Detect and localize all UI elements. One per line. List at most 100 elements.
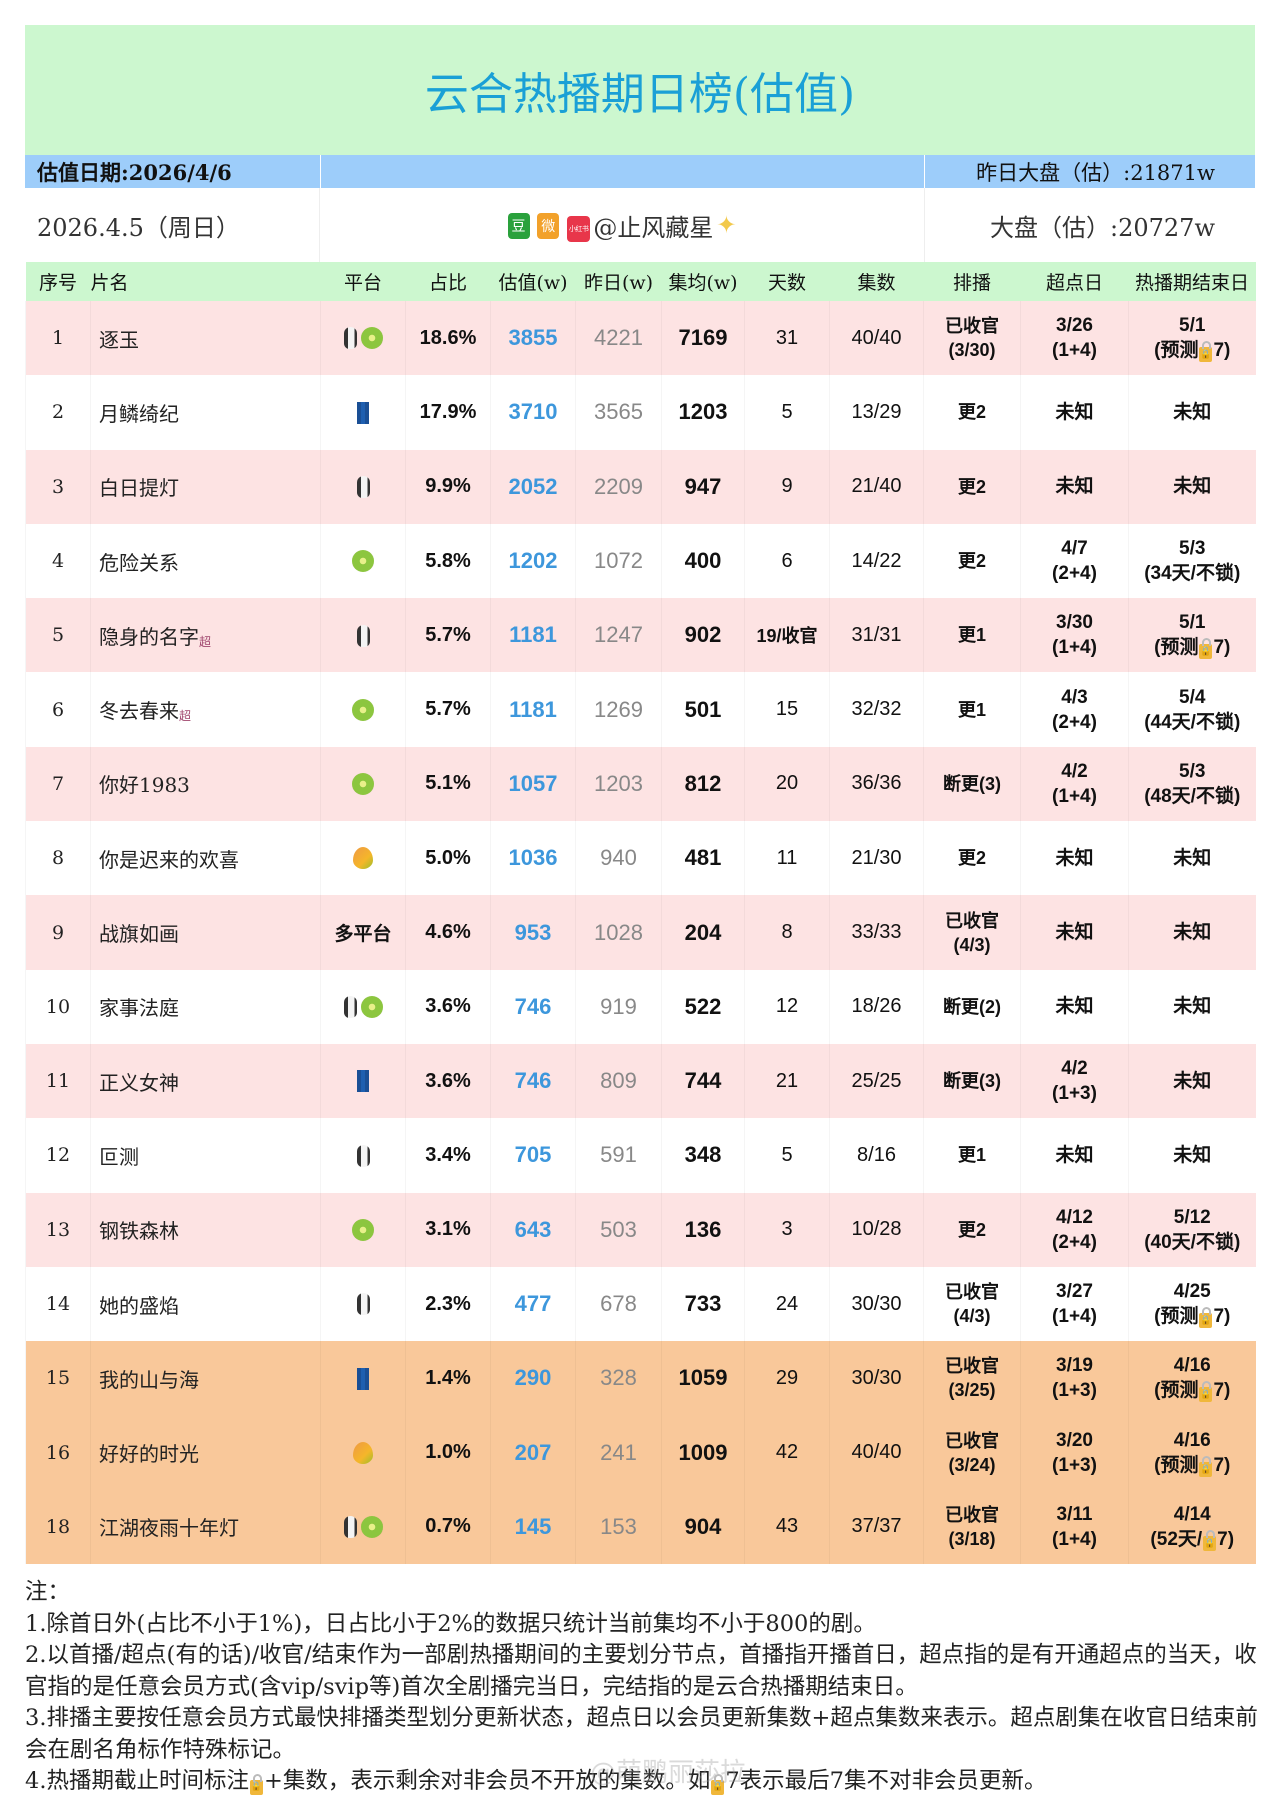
show-name: 江湖夜雨十年灯 (99, 1516, 239, 1541)
note-item: 3.排播主要按任意会员方式最快排播类型划分更新状态，超点日以会员更新集数+超点集… (25, 1705, 1258, 1763)
table-row: 15 我的山与海 1.4% 290 328 1059 29 30/30 已收官 (3/25) 3/1… (25, 1341, 1256, 1416)
end-date-cell: 未知 (1128, 375, 1256, 450)
sparkle-icon: ✦ (716, 211, 737, 239)
date-row-spacer (320, 155, 925, 188)
table-row: 4 危险关系 5.8% 1202 1072 400 6 14/22 更2 4/7 (2+4) 5/3 (… (25, 523, 1256, 599)
episodes-cell: 30/30 (829, 1341, 924, 1416)
super-day-cell: 3/20 (1+3) (1020, 1415, 1129, 1490)
rank-cell: 2 (25, 375, 91, 450)
note-item: 1.除首日外(占比不小于1%)，日占比小于2%的数据只统计当前集均不小于800的… (25, 1610, 876, 1637)
show-name: 钢铁森林 (99, 1219, 179, 1244)
avg-cell: 1203 (661, 375, 745, 450)
end-date-cell: 5/3 (34天/不锁) (1128, 523, 1256, 599)
estimate-cell: 1057 (490, 746, 576, 822)
yesterday-cell: 328 (575, 1341, 662, 1416)
mango-icon (353, 1441, 373, 1464)
end-date-line: (48天/不锁) (1144, 785, 1241, 807)
end-date-line: 5/1 (1179, 612, 1206, 634)
super-day-line: 未知 (1055, 996, 1094, 1018)
yesterday-cell: 4221 (575, 301, 662, 376)
yesterday-cell: 3565 (575, 375, 662, 450)
social-badges: 豆 微 小红书 (507, 209, 591, 242)
title-cell: 好好的时光 (90, 1415, 321, 1490)
notes-heading: 注： (25, 1579, 71, 1605)
platform-cell (320, 523, 406, 599)
title-cell: 江湖夜雨十年灯 (90, 1489, 321, 1565)
show-name: 危险关系 (99, 550, 179, 575)
episodes-cell: 13/29 (829, 375, 924, 450)
show-name: 家事法庭 (99, 996, 179, 1021)
super-day-line: 3/26 (1056, 315, 1093, 337)
share-cell: 17.9% (405, 375, 491, 450)
estimate-cell: 1202 (490, 523, 576, 599)
yesterday-cell: 1247 (575, 598, 662, 673)
lock-icon: 🔒 (1199, 1307, 1213, 1328)
super-mark: 超 (179, 709, 192, 724)
column-header: 集数 (829, 262, 924, 301)
episodes-cell: 8/16 (829, 1118, 924, 1193)
avg-cell: 1009 (661, 1415, 745, 1490)
super-day-cell: 4/2 (1+4) (1020, 746, 1129, 822)
episodes-cell: 37/37 (829, 1489, 924, 1565)
end-date-line: 未知 (1173, 847, 1212, 869)
end-date-cell: 5/1 (预测 🔒7) (1128, 598, 1256, 673)
table-row: 3 白日提灯 9.9% 2052 2209 947 9 21/40 更2 未知 未知 (25, 449, 1256, 524)
episodes-cell: 25/25 (829, 1043, 924, 1119)
show-name: 你是迟来的欢喜 (99, 847, 239, 872)
show-name: 冬去春来 (99, 699, 179, 724)
end-date-cell: 4/14 (52天/🔒7) (1128, 1489, 1256, 1565)
kiwi-icon (352, 1218, 374, 1241)
super-day-line: 3/11 (1056, 1503, 1093, 1525)
column-header: 昨日(w) (575, 262, 662, 301)
platform-cell (320, 1415, 406, 1490)
schedule-line: 已收官 (945, 1504, 999, 1525)
end-date-cell: 未知 (1128, 1118, 1256, 1193)
rank-cell: 4 (25, 523, 91, 599)
penguin-icon (343, 996, 357, 1019)
table-header: 序号 片名 平台 占比 估值(w) 昨日(w) 集均(w) 天数 集数 排播 超点日 热播期结束日 (25, 262, 1256, 301)
super-day-line: (1+4) (1052, 637, 1097, 659)
end-date-line: (34天/不锁) (1144, 563, 1241, 585)
schedule-cell: 更1 (923, 1118, 1021, 1193)
badge-icon-0: 豆 (507, 212, 530, 239)
column-header: 估值(w) (490, 262, 576, 301)
title-cell: 危险关系 (90, 523, 321, 599)
table-row: 16 好好的时光 1.0% 207 241 1009 42 40/40 已收官 (3/24) 3/2… (25, 1415, 1256, 1490)
estimate-cell: 746 (490, 1043, 576, 1119)
title-cell: 家事法庭 (90, 969, 321, 1044)
title-cell: 叵测 (90, 1118, 321, 1193)
platform-cell (320, 821, 406, 896)
end-date-line: 未知 (1173, 1144, 1212, 1166)
show-name: 战旗如画 (99, 922, 179, 947)
table-row: 1 逐玉 18.6% 3855 4221 7169 31 40/40 已收官 (3/30) 3/26… (25, 301, 1256, 376)
estimate-cell: 746 (490, 969, 576, 1044)
end-date-cell: 未知 (1128, 895, 1256, 970)
schedule-line: 更2 (957, 402, 986, 423)
broadcast-day: 2026.4.5（周日） (25, 188, 320, 262)
end-date-cell: 4/16 (预测 🔒7) (1128, 1415, 1256, 1490)
super-day-line: (2+4) (1052, 563, 1097, 585)
end-date-line: 5/12 (1173, 1206, 1211, 1228)
schedule-line: (3/25) (948, 1380, 996, 1401)
estimate-cell: 705 (490, 1118, 576, 1193)
table-row: 6 冬去春来超 5.7% 1181 1269 501 15 32/32 更1 4/3 (2+4) 5/… (25, 672, 1256, 747)
super-day-cell: 3/30 (1+4) (1020, 598, 1129, 673)
estimate-cell: 3710 (490, 375, 576, 450)
kiwi-icon (360, 1516, 383, 1539)
lock-icon: 🔒 (1203, 1529, 1217, 1551)
end-date-cell: 5/3 (48天/不锁) (1128, 746, 1256, 822)
days-cell: 12 (744, 969, 830, 1044)
badge-icon-2: 小红书 (566, 215, 591, 242)
note-item: 4.热播期截止时间标注 🔒+集数，表示剩余对非会员不开放的集数。如 🔒7表示最后7集… (25, 1768, 1047, 1795)
schedule-cell: 更1 (923, 598, 1021, 673)
schedule-cell: 断更(3) (923, 1043, 1021, 1119)
title-cell: 她的盛焰 (90, 1266, 321, 1342)
schedule-line: 断更(3) (943, 1071, 1001, 1092)
days-cell: 42 (744, 1415, 830, 1490)
schedule-cell: 已收官 (3/24) (923, 1415, 1021, 1490)
end-date-line: (预测 🔒7) (1154, 1306, 1231, 1328)
super-day-line: 未知 (1055, 847, 1094, 869)
super-day-cell: 3/11 (1+4) (1020, 1489, 1129, 1565)
badge-icon-1: 微 (537, 212, 560, 239)
avg-cell: 902 (661, 598, 745, 673)
